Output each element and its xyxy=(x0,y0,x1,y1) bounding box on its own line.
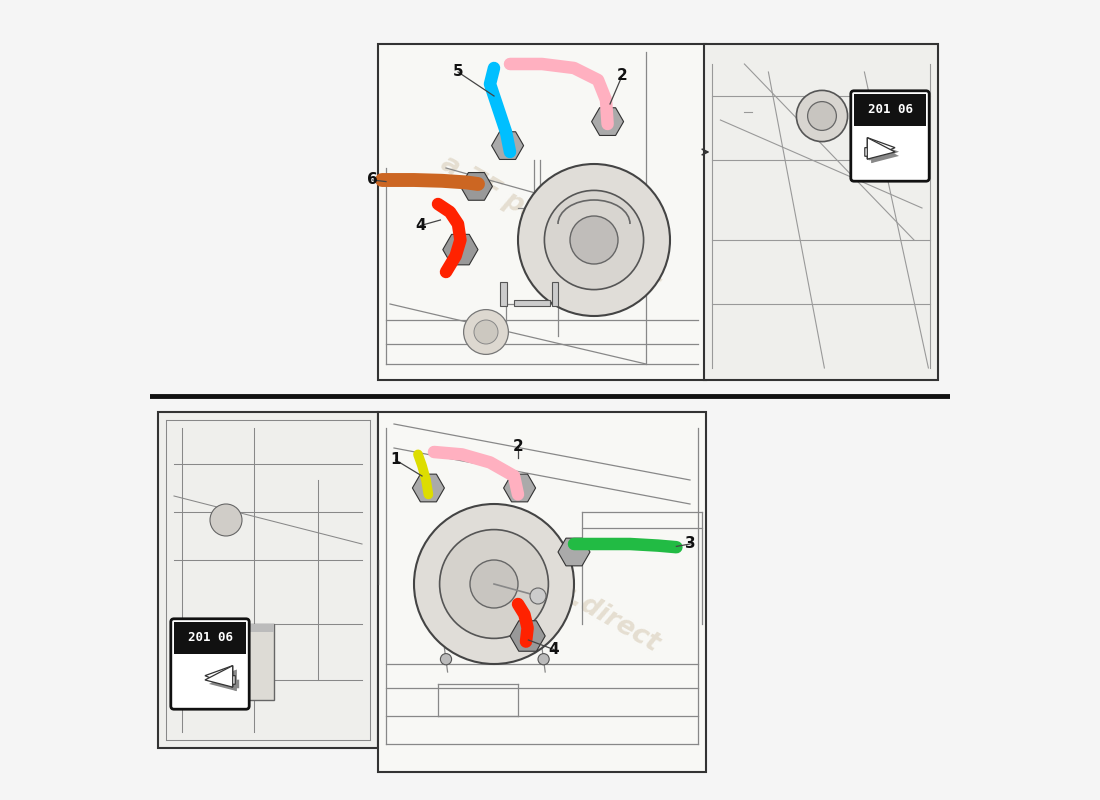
FancyBboxPatch shape xyxy=(850,90,930,182)
Polygon shape xyxy=(461,173,493,200)
Circle shape xyxy=(463,310,508,354)
Bar xyxy=(500,282,507,306)
Text: 5: 5 xyxy=(453,65,463,79)
Text: 2: 2 xyxy=(513,439,524,454)
Text: 6: 6 xyxy=(367,173,377,187)
Polygon shape xyxy=(209,670,236,691)
Polygon shape xyxy=(205,666,233,687)
Bar xyxy=(551,282,558,306)
Polygon shape xyxy=(443,234,478,265)
Polygon shape xyxy=(865,138,895,159)
Circle shape xyxy=(570,216,618,264)
Bar xyxy=(514,300,550,306)
Bar xyxy=(178,624,274,632)
Text: 201 06: 201 06 xyxy=(868,103,913,117)
Text: 1: 1 xyxy=(390,453,400,467)
Polygon shape xyxy=(492,132,524,159)
Bar xyxy=(378,44,706,380)
Circle shape xyxy=(538,654,549,665)
Polygon shape xyxy=(510,621,546,651)
Polygon shape xyxy=(592,108,624,135)
Text: a ZF parts.direct: a ZF parts.direct xyxy=(436,510,664,658)
Bar xyxy=(158,412,378,748)
Circle shape xyxy=(518,164,670,316)
Polygon shape xyxy=(871,142,899,163)
Polygon shape xyxy=(558,538,590,566)
Bar xyxy=(854,94,926,126)
Text: a ZF parts.direct: a ZF parts.direct xyxy=(436,150,664,298)
Text: 201 06: 201 06 xyxy=(187,631,232,645)
Bar xyxy=(378,412,706,772)
Polygon shape xyxy=(867,138,895,159)
Circle shape xyxy=(440,654,452,665)
Bar xyxy=(178,624,274,700)
Polygon shape xyxy=(504,474,536,502)
Polygon shape xyxy=(205,666,235,687)
Bar xyxy=(704,44,938,380)
Circle shape xyxy=(210,504,242,536)
Circle shape xyxy=(807,102,836,130)
Circle shape xyxy=(474,320,498,344)
Text: 4: 4 xyxy=(549,642,559,657)
Circle shape xyxy=(544,190,644,290)
Polygon shape xyxy=(412,474,444,502)
Bar xyxy=(174,622,246,654)
Polygon shape xyxy=(869,142,899,163)
Circle shape xyxy=(440,530,549,638)
Text: 3: 3 xyxy=(684,537,695,551)
Text: 4: 4 xyxy=(415,218,426,233)
Circle shape xyxy=(530,588,546,604)
Text: 2: 2 xyxy=(617,69,627,83)
Circle shape xyxy=(414,504,574,664)
Circle shape xyxy=(470,560,518,608)
Circle shape xyxy=(796,90,848,142)
Polygon shape xyxy=(209,670,239,691)
FancyBboxPatch shape xyxy=(170,619,250,709)
